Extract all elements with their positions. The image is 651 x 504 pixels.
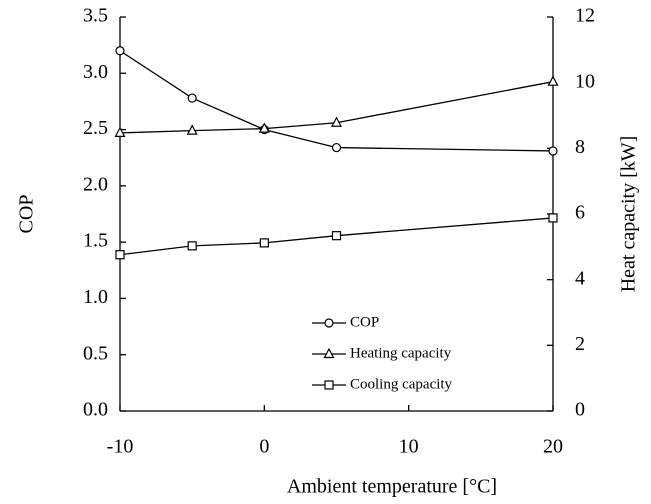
- y2-axis-label: Heat capacity [kW]: [618, 136, 640, 293]
- x-tick-label: 20: [543, 436, 563, 458]
- y2-tick-label: 12: [575, 5, 595, 27]
- data-point: [548, 213, 558, 223]
- legend-marker: [324, 318, 334, 328]
- y2-tick-label: 4: [575, 267, 585, 289]
- x-tick-label: 0: [259, 436, 269, 458]
- legend-label: Heating capacity: [350, 345, 452, 361]
- y-tick-label: 2.0: [83, 173, 108, 195]
- y-tick-label: 1.5: [83, 230, 108, 252]
- y-axis-label: COP: [16, 195, 38, 234]
- y2-tick-label: 2: [575, 333, 585, 355]
- data-point: [331, 116, 342, 127]
- y-tick-label: 0.5: [83, 342, 108, 364]
- data-point: [186, 124, 198, 135]
- data-point: [187, 241, 197, 251]
- data-point: [115, 46, 125, 56]
- y-tick-label: 2.5: [83, 117, 108, 139]
- x-tick-label: 10: [399, 436, 419, 458]
- data-point: [114, 126, 126, 138]
- series-line: [119, 50, 554, 152]
- legend-marker: [323, 347, 335, 359]
- data-point: [187, 93, 197, 103]
- x-axis-label: Ambient temperature [°C]: [287, 476, 497, 498]
- y-tick-label: 1.0: [83, 286, 108, 308]
- data-point: [548, 146, 558, 156]
- legend-label: Cooling capacity: [350, 376, 453, 392]
- legend-marker: [324, 380, 334, 390]
- data-point: [258, 122, 270, 133]
- data-point: [259, 238, 269, 248]
- y-tick-label: 3.5: [83, 5, 108, 27]
- data-point: [331, 142, 342, 153]
- y2-tick-label: 10: [575, 70, 595, 92]
- y-tick-label: 3.0: [83, 61, 108, 83]
- y-tick-label: 0.0: [83, 399, 108, 421]
- data-point: [547, 75, 559, 86]
- legend-label: COP: [350, 314, 379, 330]
- y2-tick-label: 8: [575, 136, 585, 158]
- y2-tick-label: 6: [575, 202, 585, 224]
- data-point: [115, 250, 125, 260]
- data-point: [331, 231, 342, 241]
- y2-tick-label: 0: [575, 399, 585, 421]
- x-tick-label: -10: [107, 436, 134, 458]
